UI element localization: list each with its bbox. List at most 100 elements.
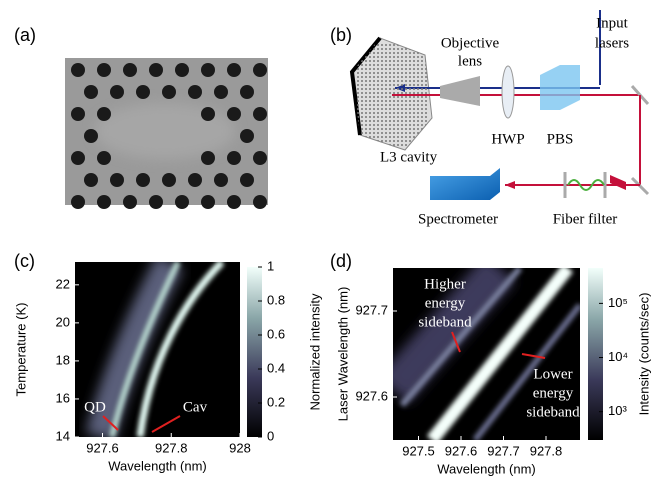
crystal-hole: [421, 116, 423, 118]
crystal-hole: [405, 124, 407, 126]
crystal-hole: [405, 116, 407, 118]
crystal-hole: [377, 88, 379, 90]
crystal-hole: [393, 56, 395, 58]
annotation: sideband: [418, 314, 472, 330]
crystal-hole: [409, 60, 411, 62]
crystal-hole: [401, 68, 403, 70]
crystal-hole: [385, 120, 387, 122]
crystal-hole: [421, 100, 423, 102]
crystal-hole: [409, 112, 411, 114]
crystal-hole: [385, 96, 387, 98]
crystal-hole: [405, 128, 407, 130]
crystal-hole: [357, 100, 359, 102]
crystal-hole: [417, 84, 419, 86]
crystal-hole: [377, 52, 379, 54]
crystal-hole: [421, 76, 423, 78]
crystal-hole: [385, 136, 387, 138]
label: Objective: [441, 35, 500, 51]
crystal-hole: [417, 64, 419, 66]
colorbar-tick-label: 0: [267, 428, 274, 443]
crystal-hole: [369, 64, 371, 66]
crystal-hole: [397, 60, 399, 62]
crystal-hole: [373, 100, 375, 102]
crystal-hole: [393, 112, 395, 114]
crystal-hole: [389, 68, 391, 70]
crystal-hole: [357, 76, 359, 78]
crystal-hole: [361, 48, 363, 50]
crystal-hole: [385, 108, 387, 110]
crystal-hole: [401, 96, 403, 98]
crystal-hole: [361, 116, 363, 118]
crystal-hole: [377, 96, 379, 98]
sem-hole: [253, 195, 267, 209]
crystal-hole: [405, 92, 407, 94]
crystal-hole: [381, 60, 383, 62]
crystal-hole: [397, 92, 399, 94]
crystal-hole: [409, 84, 411, 86]
sem-hole: [201, 63, 215, 77]
label: Fiber filter: [553, 211, 618, 227]
crystal-hole: [425, 44, 427, 46]
crystal-hole: [373, 136, 375, 138]
crystal-hole: [377, 92, 379, 94]
crystal-hole: [373, 116, 375, 118]
crystal-hole: [413, 132, 415, 134]
crystal-hole: [377, 112, 379, 114]
crystal-hole: [357, 48, 359, 50]
crystal-hole: [397, 104, 399, 106]
crystal-hole: [365, 132, 367, 134]
crystal-hole: [377, 108, 379, 110]
crystal-hole: [361, 44, 363, 46]
crystal-hole: [381, 100, 383, 102]
crystal-hole: [405, 132, 407, 134]
crystal-hole: [385, 116, 387, 118]
crystal-hole: [393, 68, 395, 70]
crystal-hole: [369, 88, 371, 90]
crystal-hole: [393, 64, 395, 66]
crystal-hole: [369, 132, 371, 134]
sem-hole: [227, 195, 241, 209]
crystal-hole: [365, 60, 367, 62]
crystal-hole: [385, 80, 387, 82]
crystal-hole: [381, 44, 383, 46]
crystal-hole: [361, 52, 363, 54]
crystal-hole: [397, 76, 399, 78]
crystal-hole: [365, 76, 367, 78]
crystal-hole: [381, 132, 383, 134]
crystal-hole: [405, 84, 407, 86]
sem-hole: [71, 195, 85, 209]
crystal-hole: [377, 100, 379, 102]
crystal-hole: [377, 48, 379, 50]
crystal-hole: [385, 68, 387, 70]
crystal-hole: [381, 80, 383, 82]
crystal-hole: [377, 124, 379, 126]
crystal-hole: [361, 76, 363, 78]
crystal-hole: [373, 84, 375, 86]
panel-label: (a): [14, 25, 36, 45]
label: lasers: [595, 35, 629, 51]
crystal-hole: [425, 140, 427, 142]
colorbar: [588, 268, 603, 440]
crystal-hole: [397, 52, 399, 54]
crystal-hole: [401, 60, 403, 62]
crystal-hole: [409, 128, 411, 130]
crystal-hole: [369, 80, 371, 82]
crystal-hole: [393, 116, 395, 118]
crystal-hole: [381, 56, 383, 58]
crystal-hole: [373, 120, 375, 122]
crystal-hole: [413, 112, 415, 114]
crystal-hole: [413, 60, 415, 62]
crystal-hole: [401, 100, 403, 102]
crystal-hole: [417, 128, 419, 130]
x-tick-label: 927.6: [86, 440, 119, 455]
crystal-hole: [381, 124, 383, 126]
crystal-hole: [373, 52, 375, 54]
crystal-hole: [417, 144, 419, 146]
crystal-hole: [393, 80, 395, 82]
crystal-hole: [369, 52, 371, 54]
crystal-hole: [401, 144, 403, 146]
sem-hole: [84, 173, 98, 187]
crystal-hole: [401, 132, 403, 134]
sem-hole: [149, 63, 163, 77]
crystal-hole: [425, 104, 427, 106]
